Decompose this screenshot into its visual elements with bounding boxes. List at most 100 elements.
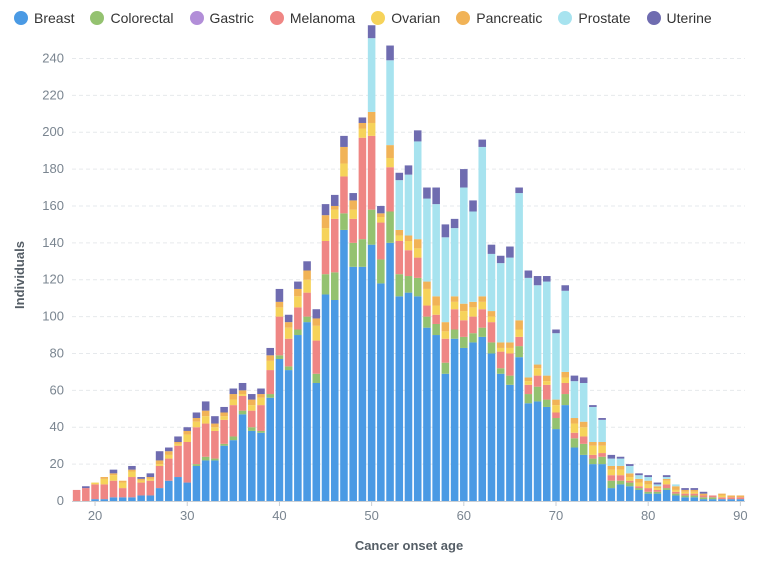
bar-segment-colorectal (570, 438, 579, 448)
bar-segment-breast (708, 499, 717, 501)
bar-segment-colorectal (377, 259, 385, 284)
y-tick-label: 80 (50, 345, 64, 360)
bar-segment-prostate (579, 382, 588, 422)
bar-segment-ovarian (294, 296, 302, 308)
bar-segment-pancreatic (635, 478, 643, 483)
bar-segment-breast (330, 300, 339, 501)
bar-segment-colorectal (211, 458, 219, 461)
bar-segment-colorectal (506, 375, 514, 385)
bar-segment-melanoma (460, 320, 468, 337)
bar-segment-uterine (561, 285, 570, 291)
bar-segment-breast (616, 484, 625, 501)
bar-segment-ovarian (386, 158, 394, 168)
bar-segment-breast (450, 338, 459, 501)
bar-segment-pancreatic (579, 421, 588, 428)
bar-segment-melanoma (294, 307, 302, 330)
bar-segment-uterine (220, 406, 228, 413)
bar-segment-pancreatic (589, 441, 597, 446)
bar-segment-uterine (165, 447, 173, 452)
bar-segment-pancreatic (478, 296, 487, 302)
bar-segment-colorectal (579, 443, 588, 455)
bar-segment-ovarian (330, 209, 339, 219)
bar-segment-melanoma (653, 489, 662, 492)
bar-segment-ovarian (589, 445, 597, 455)
bar-segment-ovarian (165, 454, 173, 459)
bar-segment-melanoma (589, 454, 597, 459)
bar-segment-ovarian (570, 423, 579, 433)
bar-segment-ovarian (118, 482, 127, 489)
bar-segment-pancreatic (340, 146, 348, 164)
bar-segment-breast (736, 499, 745, 501)
bar-segment-ovarian (533, 368, 542, 376)
bar-segment-breast (496, 373, 505, 501)
bar-segment-ovarian (690, 491, 699, 494)
bar-segment-colorectal (349, 242, 357, 267)
bar-segment-prostate (552, 333, 560, 400)
bar-segment-breast (672, 495, 680, 501)
bar-segment-pancreatic (543, 375, 551, 382)
bar-segment-breast (349, 266, 357, 501)
bar-segment-pancreatic (570, 418, 579, 424)
y-tick-label: 60 (50, 382, 64, 397)
bar-segment-uterine (294, 281, 302, 289)
legend-swatch (90, 11, 105, 25)
bar-segment-breast (625, 486, 634, 501)
bar-segment-uterine (238, 382, 247, 391)
bar-segment-melanoma (616, 475, 625, 481)
bar-segment-melanoma (72, 489, 81, 501)
bar-segment-prostate (524, 277, 533, 378)
bar-segment-prostate (543, 281, 551, 376)
legend-item-gastric[interactable]: Gastric (189, 10, 254, 26)
bar-segment-uterine (82, 486, 90, 489)
legend-item-colorectal[interactable]: Colorectal (90, 10, 174, 26)
legend-swatch (371, 11, 386, 25)
bar-segment-melanoma (386, 167, 394, 212)
bar-segment-melanoma (450, 309, 459, 330)
bar-segment-ovarian (616, 469, 625, 476)
bar-segment-ovarian (635, 482, 643, 487)
bar-segment-colorectal (644, 491, 652, 494)
bar-segment-melanoma (146, 480, 155, 496)
bar-segment-colorectal (395, 274, 404, 297)
bar-segment-breast (118, 497, 127, 501)
bar-segment-colorectal (266, 394, 274, 398)
bar-segment-ovarian (266, 360, 274, 371)
bar-segment-breast (570, 447, 579, 501)
bar-segment-breast (229, 440, 238, 501)
legend-label: Prostate (578, 10, 631, 26)
bar-segment-colorectal (413, 277, 422, 297)
bar-segment-melanoma (303, 292, 311, 317)
bar-segment-breast (727, 499, 735, 501)
bar-segment-melanoma (699, 495, 708, 498)
bar-segment-ovarian (340, 163, 348, 177)
legend-label: Colorectal (110, 10, 174, 26)
bar-segment-ovarian (377, 217, 385, 223)
bar-segment-ovarian (460, 311, 468, 321)
bar-segment-ovarian (644, 484, 652, 489)
legend-item-prostate[interactable]: Prostate (558, 10, 631, 26)
bar-segment-ovarian (718, 495, 726, 498)
bar-segment-melanoma (128, 477, 136, 498)
bar-segment-prostate (441, 237, 450, 323)
bar-segment-breast (238, 414, 247, 501)
bar-segment-colorectal (358, 239, 367, 267)
legend-item-pancreatic[interactable]: Pancreatic (456, 10, 542, 26)
bar-segment-melanoma (404, 250, 413, 277)
bar-segment-colorectal (303, 316, 311, 323)
legend-item-melanoma[interactable]: Melanoma (269, 10, 355, 26)
bar-segment-pancreatic (174, 441, 182, 444)
legend-item-ovarian[interactable]: Ovarian (371, 10, 440, 26)
legend-item-breast[interactable]: Breast (14, 10, 74, 26)
bar-segment-pancreatic (736, 495, 745, 498)
bar-segment-pancreatic (349, 200, 357, 210)
bar-segment-melanoma (579, 436, 588, 444)
bar-segment-breast (358, 266, 367, 501)
bar-segment-ovarian (275, 307, 284, 317)
y-tick-label: 120 (42, 272, 64, 287)
bar-segment-melanoma (570, 432, 579, 439)
bar-segment-melanoma (174, 445, 182, 478)
bar-segment-melanoma (496, 351, 505, 369)
x-tick-label: 90 (733, 508, 747, 523)
legend-item-uterine[interactable]: Uterine (646, 10, 712, 26)
